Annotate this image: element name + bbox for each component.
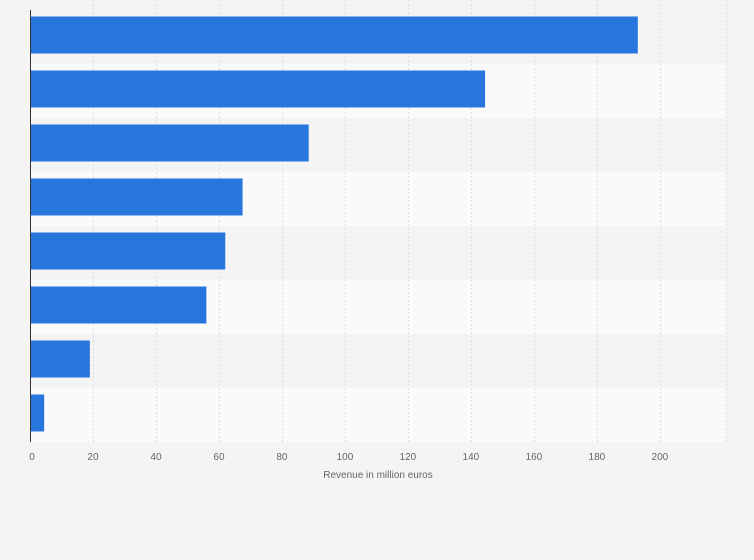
bar	[30, 70, 486, 108]
x-tick-label: 60	[213, 452, 225, 463]
bars	[30, 16, 638, 432]
bar	[30, 286, 207, 324]
x-tick-label: 40	[150, 452, 162, 463]
row-band	[30, 388, 726, 442]
x-tick-label: 100	[337, 452, 354, 463]
row-band	[30, 334, 726, 388]
x-axis-title: Revenue in million euros	[323, 470, 433, 481]
x-tick-label: 160	[526, 452, 543, 463]
x-tick-label: 0	[29, 452, 35, 463]
bar	[30, 124, 309, 162]
x-tick-label: 120	[400, 452, 417, 463]
x-tick-label: 180	[589, 452, 606, 463]
x-tick-label: 140	[463, 452, 480, 463]
x-tick-label: 200	[652, 452, 669, 463]
bar	[30, 340, 90, 378]
bar	[30, 394, 45, 432]
x-tick-labels: 0 20 40 60 80 100 120 140 160 180 200	[29, 452, 668, 463]
bar	[30, 16, 638, 54]
x-tick-label: 80	[276, 452, 288, 463]
bar	[30, 178, 243, 216]
x-tick-label: 20	[87, 452, 99, 463]
bar	[30, 232, 226, 270]
